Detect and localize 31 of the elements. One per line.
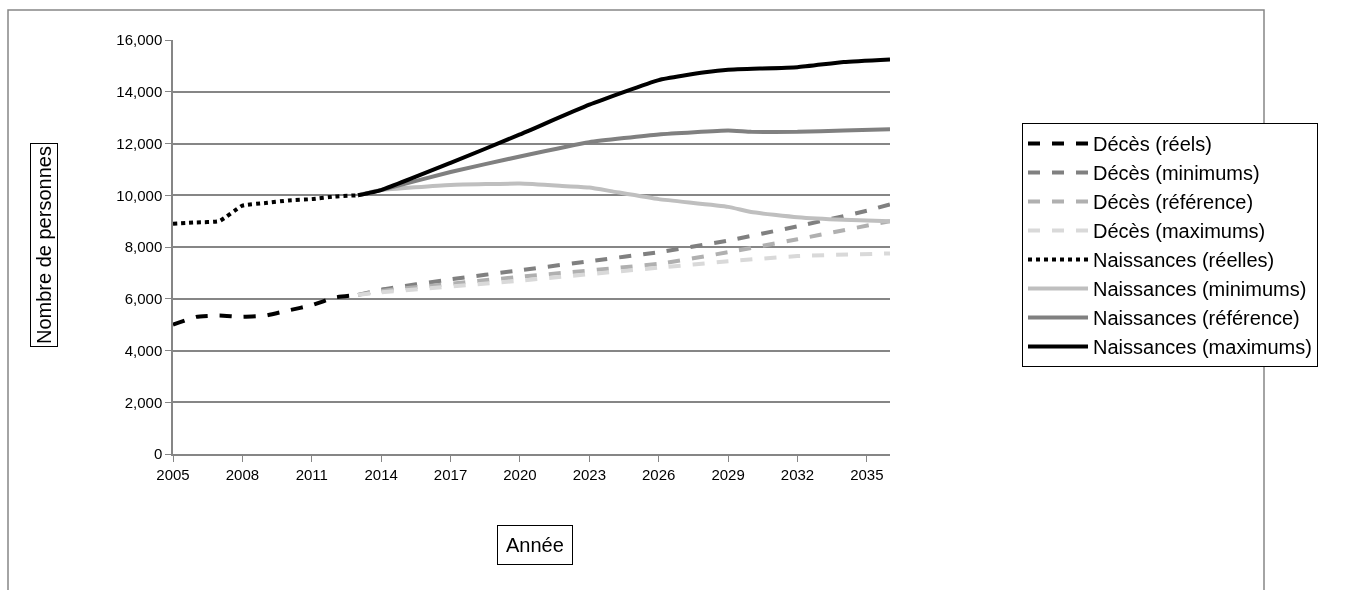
x-tick-label: 2008 (225, 465, 260, 483)
legend-label: Naissances (référence) (1093, 307, 1300, 330)
legend-label: Décès (minimums) (1093, 162, 1260, 185)
line-series (356, 251, 890, 297)
y-tick-label: 2,000 (124, 393, 163, 411)
y-tick-label: 4,000 (124, 341, 163, 359)
legend-label: Décès (maximums) (1093, 220, 1266, 243)
y-tick-label: 6,000 (124, 290, 163, 307)
x-tick-label: 2032 (780, 465, 815, 483)
y-tick-label: 8,000 (124, 238, 163, 256)
y-tick-label: 16,000 (116, 31, 163, 49)
y-tick-label: 10,000 (116, 186, 163, 204)
x-tick-label: 2029 (711, 465, 745, 483)
y-tick-label: 0 (153, 445, 163, 463)
legend-label: Naissances (réelles) (1093, 249, 1275, 272)
x-tick-label: 2035 (850, 465, 884, 483)
y-tick-label: 14,000 (116, 83, 163, 100)
y-tick-label: 12,000 (116, 134, 163, 152)
legend-label: Décès (référence) (1093, 191, 1254, 214)
x-tick-label: 2011 (295, 465, 328, 483)
legend-label: Naissances (maximums) (1093, 336, 1312, 359)
legend-label: Naissances (minimums) (1093, 278, 1307, 301)
x-tick-label: 2023 (572, 465, 607, 483)
x-tick-label: 2017 (433, 465, 468, 483)
y-axis-title: Nombre de personnes (33, 146, 55, 344)
legend-label: Décès (réels) (1093, 133, 1212, 156)
x-tick-label: 2020 (503, 465, 537, 483)
x-axis-title: Année (506, 534, 564, 556)
x-tick-label: 2014 (364, 465, 398, 483)
x-tick-label: 2026 (642, 465, 676, 483)
x-tick-label: 2005 (156, 465, 190, 483)
